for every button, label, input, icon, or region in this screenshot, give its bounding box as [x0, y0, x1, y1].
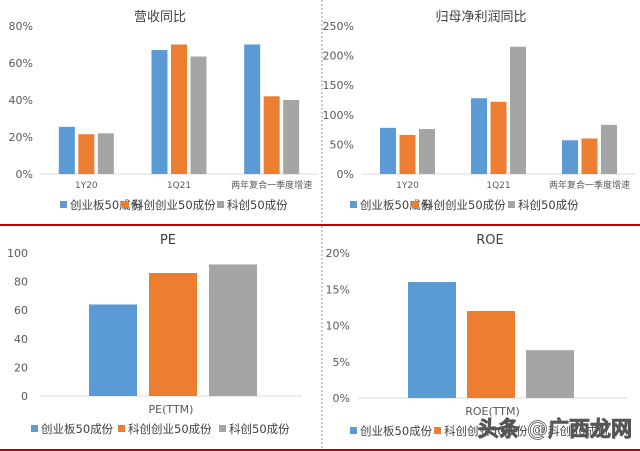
- y-tick-label: 5%: [333, 356, 350, 369]
- x-tick-label: 1Y20: [75, 181, 98, 191]
- y-tick-label: 20%: [326, 247, 350, 260]
- bar: [171, 44, 187, 174]
- legend-swatch: [434, 427, 441, 434]
- y-tick-label: 60%: [9, 57, 33, 70]
- legend-swatch: [412, 201, 419, 208]
- bar: [526, 350, 574, 398]
- x-axis-label: ROE(TTM): [465, 405, 520, 418]
- legend-label: 创业板50成份: [41, 422, 114, 436]
- legend-label: 科创创业50成份: [444, 424, 528, 438]
- y-tick-label: 60: [14, 304, 28, 317]
- legend-swatch: [508, 201, 515, 208]
- legend-swatch: [118, 425, 125, 432]
- legend-label: 科创创业50成份: [422, 198, 506, 212]
- y-tick-label: 20: [14, 361, 28, 374]
- bar: [149, 273, 197, 396]
- x-tick-label: 1Q21: [167, 181, 191, 191]
- y-tick-label: 40: [14, 333, 28, 346]
- y-tick-label: 0%: [333, 392, 350, 405]
- legend-swatch: [31, 425, 38, 432]
- chart-title: 归母净利润同比: [435, 10, 526, 25]
- y-tick-label: 200%: [323, 50, 354, 63]
- chart-title: ROE: [476, 233, 503, 248]
- bar: [399, 134, 416, 174]
- legend-swatch: [219, 425, 226, 432]
- bar: [209, 264, 257, 396]
- y-tick-label: 40%: [9, 94, 33, 107]
- bar: [471, 98, 487, 174]
- bar: [490, 101, 507, 174]
- legend-swatch: [350, 201, 357, 208]
- bar: [510, 46, 526, 174]
- y-tick-label: 0%: [337, 168, 354, 181]
- y-tick-label: 150%: [323, 79, 354, 92]
- bar: [263, 96, 280, 174]
- legend-label: 科创创业50成份: [132, 198, 216, 212]
- legend-label: 科创创业50成份: [128, 422, 212, 436]
- legend-label: 科创50成份: [227, 198, 288, 212]
- bar: [151, 50, 168, 174]
- y-tick-label: 0%: [16, 168, 33, 181]
- x-axis-label: PE(TTM): [149, 403, 194, 416]
- bar: [380, 127, 396, 174]
- bar: [97, 133, 114, 174]
- bar: [601, 124, 617, 174]
- bar: [244, 44, 261, 174]
- x-tick-label: 1Q21: [486, 181, 510, 191]
- legend-swatch: [122, 201, 129, 208]
- legend-label: 科创50成份: [518, 198, 579, 212]
- legend-label: 创业板50成份: [360, 424, 433, 438]
- y-tick-label: 80%: [9, 20, 33, 33]
- y-tick-label: 100%: [323, 109, 354, 122]
- y-tick-label: 20%: [9, 131, 33, 144]
- bar: [58, 126, 75, 174]
- y-tick-label: 100: [7, 247, 28, 260]
- bar: [562, 140, 578, 174]
- chart-title: PE: [160, 233, 176, 248]
- y-tick-label: 15%: [326, 283, 350, 296]
- bar: [190, 56, 207, 174]
- chart-1: 归母净利润同比 0% 50% 100% 150% 200% 250% 1Y20 1Q21 两年复合…: [323, 10, 635, 212]
- y-tick-label: 0: [21, 390, 28, 403]
- chart-title: 营收同比: [134, 10, 186, 25]
- x-tick-label: 两年复合一季度增速: [549, 179, 630, 191]
- y-tick-label: 250%: [323, 20, 354, 33]
- legend-swatch: [60, 201, 67, 208]
- y-tick-label: 50%: [330, 138, 354, 151]
- y-tick-label: 10%: [326, 320, 350, 333]
- x-tick-label: 1Y20: [396, 181, 419, 191]
- bar: [89, 304, 137, 396]
- legend-label: 科创50成份: [229, 422, 290, 436]
- y-tick-label: 80: [14, 276, 28, 289]
- bar: [467, 311, 515, 398]
- bar: [283, 100, 300, 174]
- chart-3: ROE 0% 5% 10% 15% 20% ROE(TTM) 创业板50成份 科创创业50成份 科…: [326, 233, 627, 438]
- chart-2: PE 0 20 40 60 80 100 PE(TTM) 创业板50成份 科创创业50成份 科创50…: [7, 233, 302, 436]
- x-tick-label: 两年复合一季度增速: [231, 179, 312, 191]
- legend-swatch: [538, 427, 545, 434]
- bar: [78, 134, 95, 174]
- legend-label: 科创50成份: [548, 424, 609, 438]
- legend-swatch: [350, 427, 357, 434]
- bar: [419, 129, 435, 174]
- legend-swatch: [217, 201, 224, 208]
- watermark-text: 头条 @广西龙网: [478, 417, 632, 441]
- bar: [581, 138, 598, 174]
- bar: [408, 282, 456, 398]
